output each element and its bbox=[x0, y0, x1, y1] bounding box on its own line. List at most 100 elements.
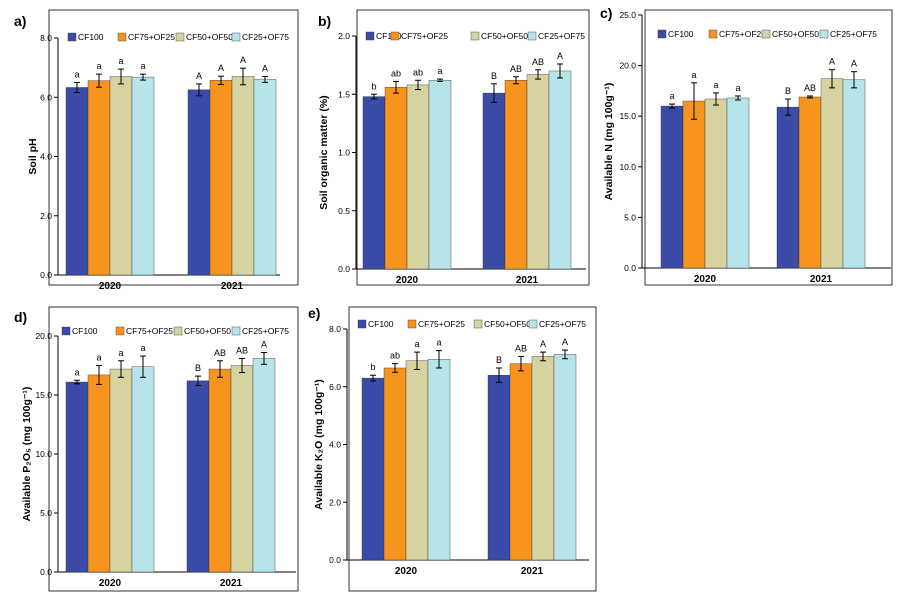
bar-CF50-OF50-2020 bbox=[109, 76, 133, 276]
legend-label: CF25+OF75 bbox=[242, 326, 289, 336]
legend-label: CF25+OF75 bbox=[538, 31, 585, 41]
y-tick-label: 1.5 bbox=[338, 89, 350, 99]
bar-CF50-OF50-2020 bbox=[109, 368, 133, 573]
bar-CF75-OF25-2020 bbox=[87, 80, 111, 276]
x-tick-label: 2020 bbox=[396, 275, 419, 286]
bar-CF25-OF75-2021 bbox=[548, 70, 572, 270]
legend-swatch bbox=[470, 31, 480, 41]
significance-letter: B bbox=[496, 355, 502, 365]
panel-e: e) 0.0 2.0 4.0 6.0 8.0 Available K₂O (mg 100g⁻… bbox=[308, 305, 597, 592]
significance-letter: A bbox=[562, 337, 568, 347]
panel-label: b) bbox=[318, 13, 331, 29]
panel-label: d) bbox=[14, 309, 27, 325]
significance-letter: B bbox=[195, 363, 201, 373]
bar-CF75-OF25-2020 bbox=[384, 87, 408, 270]
significance-letter: a bbox=[669, 91, 674, 101]
significance-letter: A bbox=[261, 340, 267, 350]
y-tick-label: 0.0 bbox=[40, 567, 52, 577]
y-tick-label: 5.0 bbox=[624, 212, 636, 222]
x-tick-label: 2020 bbox=[99, 578, 122, 589]
y-tick-label: 0.0 bbox=[624, 263, 636, 273]
significance-letter: A bbox=[240, 55, 246, 65]
significance-letter: a bbox=[140, 61, 145, 71]
significance-letter: a bbox=[414, 339, 419, 349]
x-tick-label: 2020 bbox=[395, 566, 418, 577]
x-tick-label: 2021 bbox=[810, 274, 833, 285]
bar-CF50-OF50-2020 bbox=[405, 360, 429, 561]
y-tick-label: 6.0 bbox=[329, 382, 341, 392]
legend-swatch bbox=[819, 29, 829, 39]
significance-letter: A bbox=[218, 63, 224, 73]
legend-label: CF100 bbox=[376, 31, 402, 41]
significance-letter: AB bbox=[532, 57, 544, 67]
legend-swatch bbox=[528, 319, 538, 329]
y-tick-label: 0.5 bbox=[338, 206, 350, 216]
legend-label: CF100 bbox=[668, 29, 694, 39]
bar-CF100-2020 bbox=[65, 87, 89, 276]
legend-label: CF100 bbox=[368, 319, 394, 329]
bar-CF25-OF75-2020 bbox=[427, 359, 451, 561]
bar-CF25-OF75-2021 bbox=[553, 354, 577, 561]
legend-swatch bbox=[657, 29, 667, 39]
significance-letter: a bbox=[74, 367, 79, 377]
panel-label: e) bbox=[308, 305, 320, 321]
legend-swatch bbox=[61, 326, 71, 336]
bar-CF100-2021 bbox=[187, 89, 211, 276]
legend-label: CF50+OF50 bbox=[186, 32, 233, 42]
y-tick-label: 4.0 bbox=[329, 440, 341, 450]
significance-letter: A bbox=[540, 339, 546, 349]
y-tick-label: 20.0 bbox=[619, 61, 636, 71]
legend-swatch bbox=[67, 32, 77, 42]
bar-CF50-OF50-2021 bbox=[531, 356, 555, 561]
bar-CF50-OF50-2021 bbox=[231, 76, 255, 276]
significance-letter: a bbox=[118, 56, 123, 66]
panel-frame bbox=[356, 9, 590, 286]
bar-CF25-OF75-2020 bbox=[131, 366, 155, 573]
x-tick-label: 2021 bbox=[220, 578, 243, 589]
bar-CF75-OF25-2021 bbox=[208, 368, 232, 573]
y-tick-label: 8.0 bbox=[40, 33, 52, 43]
x-tick-label: 2021 bbox=[221, 281, 244, 292]
legend-swatch bbox=[175, 32, 185, 42]
bar-CF100-2021 bbox=[776, 106, 800, 269]
significance-letter: a bbox=[96, 353, 101, 363]
panel-frame bbox=[48, 9, 299, 286]
y-tick-label: 6.0 bbox=[40, 92, 52, 102]
y-tick-label: 0.0 bbox=[40, 270, 52, 280]
panel-frame bbox=[348, 306, 597, 592]
y-axis-label: Available K₂O (mg 100g⁻¹) bbox=[313, 379, 325, 510]
legend-label: CF75+OF25 bbox=[126, 326, 173, 336]
bar-CF25-OF75-2021 bbox=[253, 79, 277, 276]
bar-CF75-OF25-2021 bbox=[509, 363, 533, 561]
legend-swatch bbox=[527, 31, 537, 41]
significance-letter: A bbox=[557, 51, 563, 61]
significance-letter: A bbox=[196, 71, 202, 81]
bar-CF50-OF50-2020 bbox=[406, 84, 430, 270]
y-tick-label: 25.0 bbox=[619, 10, 636, 20]
significance-letter: ab bbox=[391, 68, 401, 78]
y-tick-label: 10.0 bbox=[619, 162, 636, 172]
legend-swatch bbox=[357, 319, 367, 329]
legend-label: CF100 bbox=[78, 32, 104, 42]
legend-swatch bbox=[115, 326, 125, 336]
y-tick-label: 1.0 bbox=[338, 148, 350, 158]
bar-CF100-2020 bbox=[660, 105, 684, 269]
y-tick-label: 0.0 bbox=[329, 555, 341, 565]
bar-CF75-OF25-2021 bbox=[504, 80, 528, 270]
significance-letter: B bbox=[785, 86, 791, 96]
y-tick-label: 8.0 bbox=[329, 324, 341, 334]
legend-label: CF50+OF50 bbox=[481, 31, 528, 41]
bar-CF100-2020 bbox=[362, 96, 386, 270]
x-tick-label: 2020 bbox=[694, 274, 717, 285]
y-tick-label: 2.0 bbox=[338, 31, 350, 41]
significance-letter: ab bbox=[413, 67, 423, 77]
significance-letter: B bbox=[491, 71, 497, 81]
legend-swatch bbox=[473, 319, 483, 329]
bar-CF100-2021 bbox=[487, 375, 511, 561]
legend-label: CF100 bbox=[72, 326, 98, 336]
legend-label: CF75+OF25 bbox=[128, 32, 175, 42]
significance-letter: a bbox=[96, 61, 101, 71]
significance-letter: AB bbox=[214, 348, 226, 358]
bar-CF50-OF50-2020 bbox=[704, 98, 728, 269]
